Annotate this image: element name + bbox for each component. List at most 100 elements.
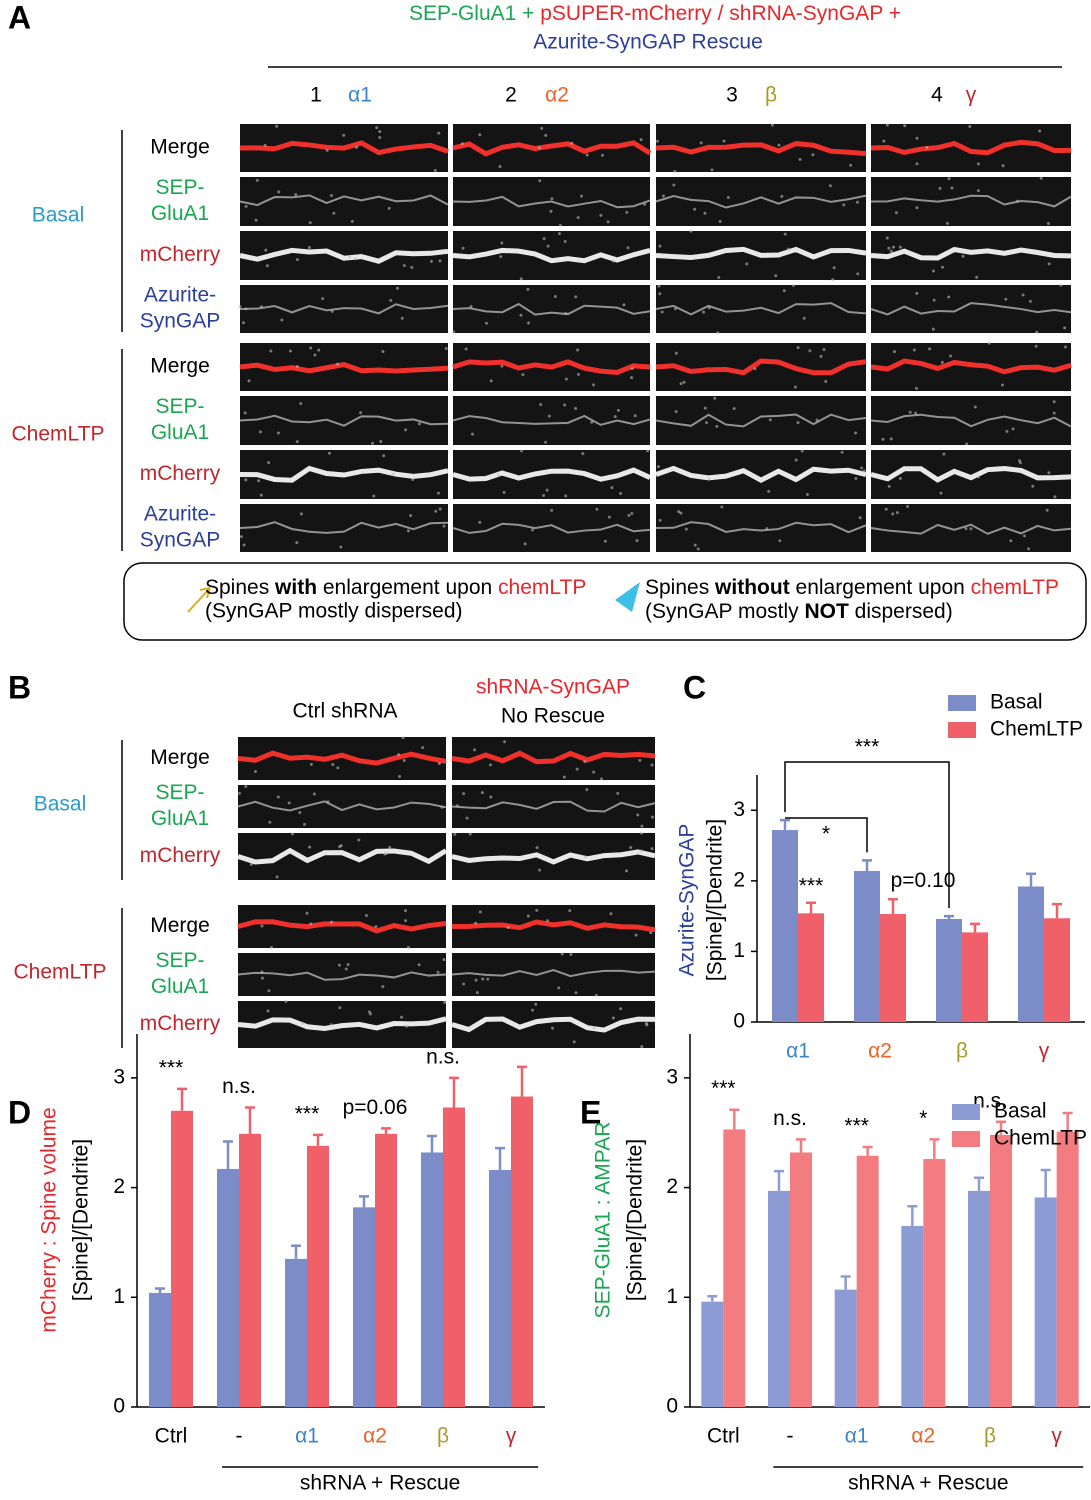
puncta [674,410,678,414]
puncta [964,527,968,531]
puncta [961,254,965,258]
dendrite [452,522,651,534]
puncta [753,367,757,371]
puncta [925,145,929,149]
panel-label: A [8,0,31,35]
micrograph [238,953,446,996]
puncta [327,451,331,455]
puncta [640,1045,644,1049]
puncta [284,999,288,1003]
bar [962,932,988,1022]
panel-title: SEP-GluA1 + pSUPER-mCherry / shRNA-SynGA… [409,2,901,25]
puncta [889,249,893,253]
row-label: GluA1 [151,975,209,998]
puncta [437,762,441,766]
puncta [914,386,918,390]
row-label: Azurite- [144,284,216,307]
puncta [696,547,700,551]
puncta [1063,326,1067,330]
puncta [928,347,932,351]
puncta [673,170,677,174]
puncta [500,241,504,245]
error-bar [996,1120,1006,1135]
puncta [635,539,639,543]
annotation: p=0.10 [891,869,956,892]
x-tick-label: γ [1039,1040,1050,1063]
puncta [255,178,259,182]
puncta [630,376,634,380]
puncta [1031,484,1035,488]
group-label: ChemLTP [14,961,107,984]
puncta [603,539,607,543]
puncta [462,792,466,796]
puncta [638,758,642,762]
puncta [260,924,264,928]
puncta [384,852,388,856]
puncta [915,206,919,210]
puncta [630,366,634,370]
puncta [796,421,800,425]
puncta [622,303,626,307]
puncta [976,475,980,479]
puncta [348,255,352,259]
puncta [1001,164,1005,168]
puncta [545,919,549,923]
puncta [309,922,313,926]
puncta [707,477,711,481]
puncta [842,203,846,207]
puncta [471,432,475,436]
puncta [854,431,858,435]
puncta [400,1015,404,1019]
puncta [791,283,795,287]
column-isoform: γ [966,84,977,107]
micrograph [656,396,866,445]
puncta [243,411,247,415]
puncta [276,431,280,435]
puncta [915,136,919,140]
puncta [558,224,562,228]
dendrite [655,521,867,534]
puncta [656,465,660,469]
error-bar [1026,872,1036,887]
puncta [592,383,596,387]
puncta [295,541,299,545]
puncta [364,913,368,917]
micrograph [238,785,446,828]
puncta [915,291,919,295]
puncta [1023,534,1027,538]
puncta [317,348,321,352]
bar [880,914,906,1022]
puncta [606,220,610,224]
puncta [295,364,299,368]
puncta [464,347,468,351]
row-label: SEP- [155,395,204,418]
puncta [260,976,264,980]
puncta [280,318,284,322]
puncta [891,512,895,516]
puncta [308,221,312,225]
puncta [726,195,730,199]
text-span: Spines [645,576,715,599]
puncta [244,785,248,789]
puncta [882,139,886,143]
puncta [793,385,797,389]
puncta [903,124,907,128]
puncta [716,331,720,335]
puncta [325,148,329,152]
puncta [720,505,724,509]
dendrite [870,466,1072,483]
puncta [478,520,482,524]
puncta [689,229,693,233]
micrograph [452,1001,655,1048]
bar [854,870,880,1022]
bar [511,1096,533,1407]
puncta [375,126,379,130]
puncta [619,1007,623,1011]
puncta [703,211,707,215]
puncta [498,164,502,168]
annotation: *** [855,736,880,759]
dendrite [451,1016,656,1033]
puncta [840,450,844,454]
row-label: Merge [150,746,210,769]
